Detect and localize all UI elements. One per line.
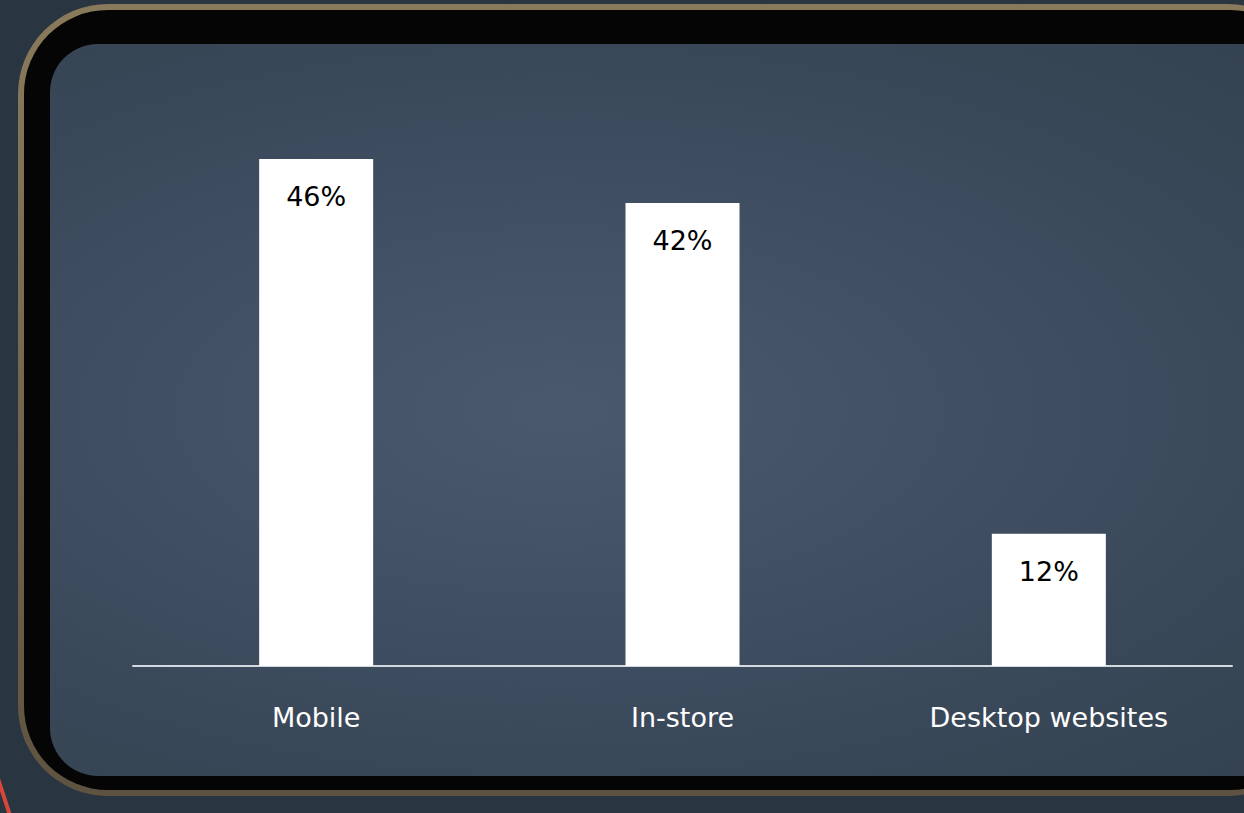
svg-text:12%: 12%: [1019, 556, 1079, 587]
svg-text:In-store: In-store: [631, 702, 734, 733]
svg-text:Mobile: Mobile: [272, 702, 361, 733]
svg-text:Desktop websites: Desktop websites: [930, 702, 1169, 733]
svg-text:46%: 46%: [286, 181, 346, 212]
svg-text:42%: 42%: [652, 225, 712, 256]
